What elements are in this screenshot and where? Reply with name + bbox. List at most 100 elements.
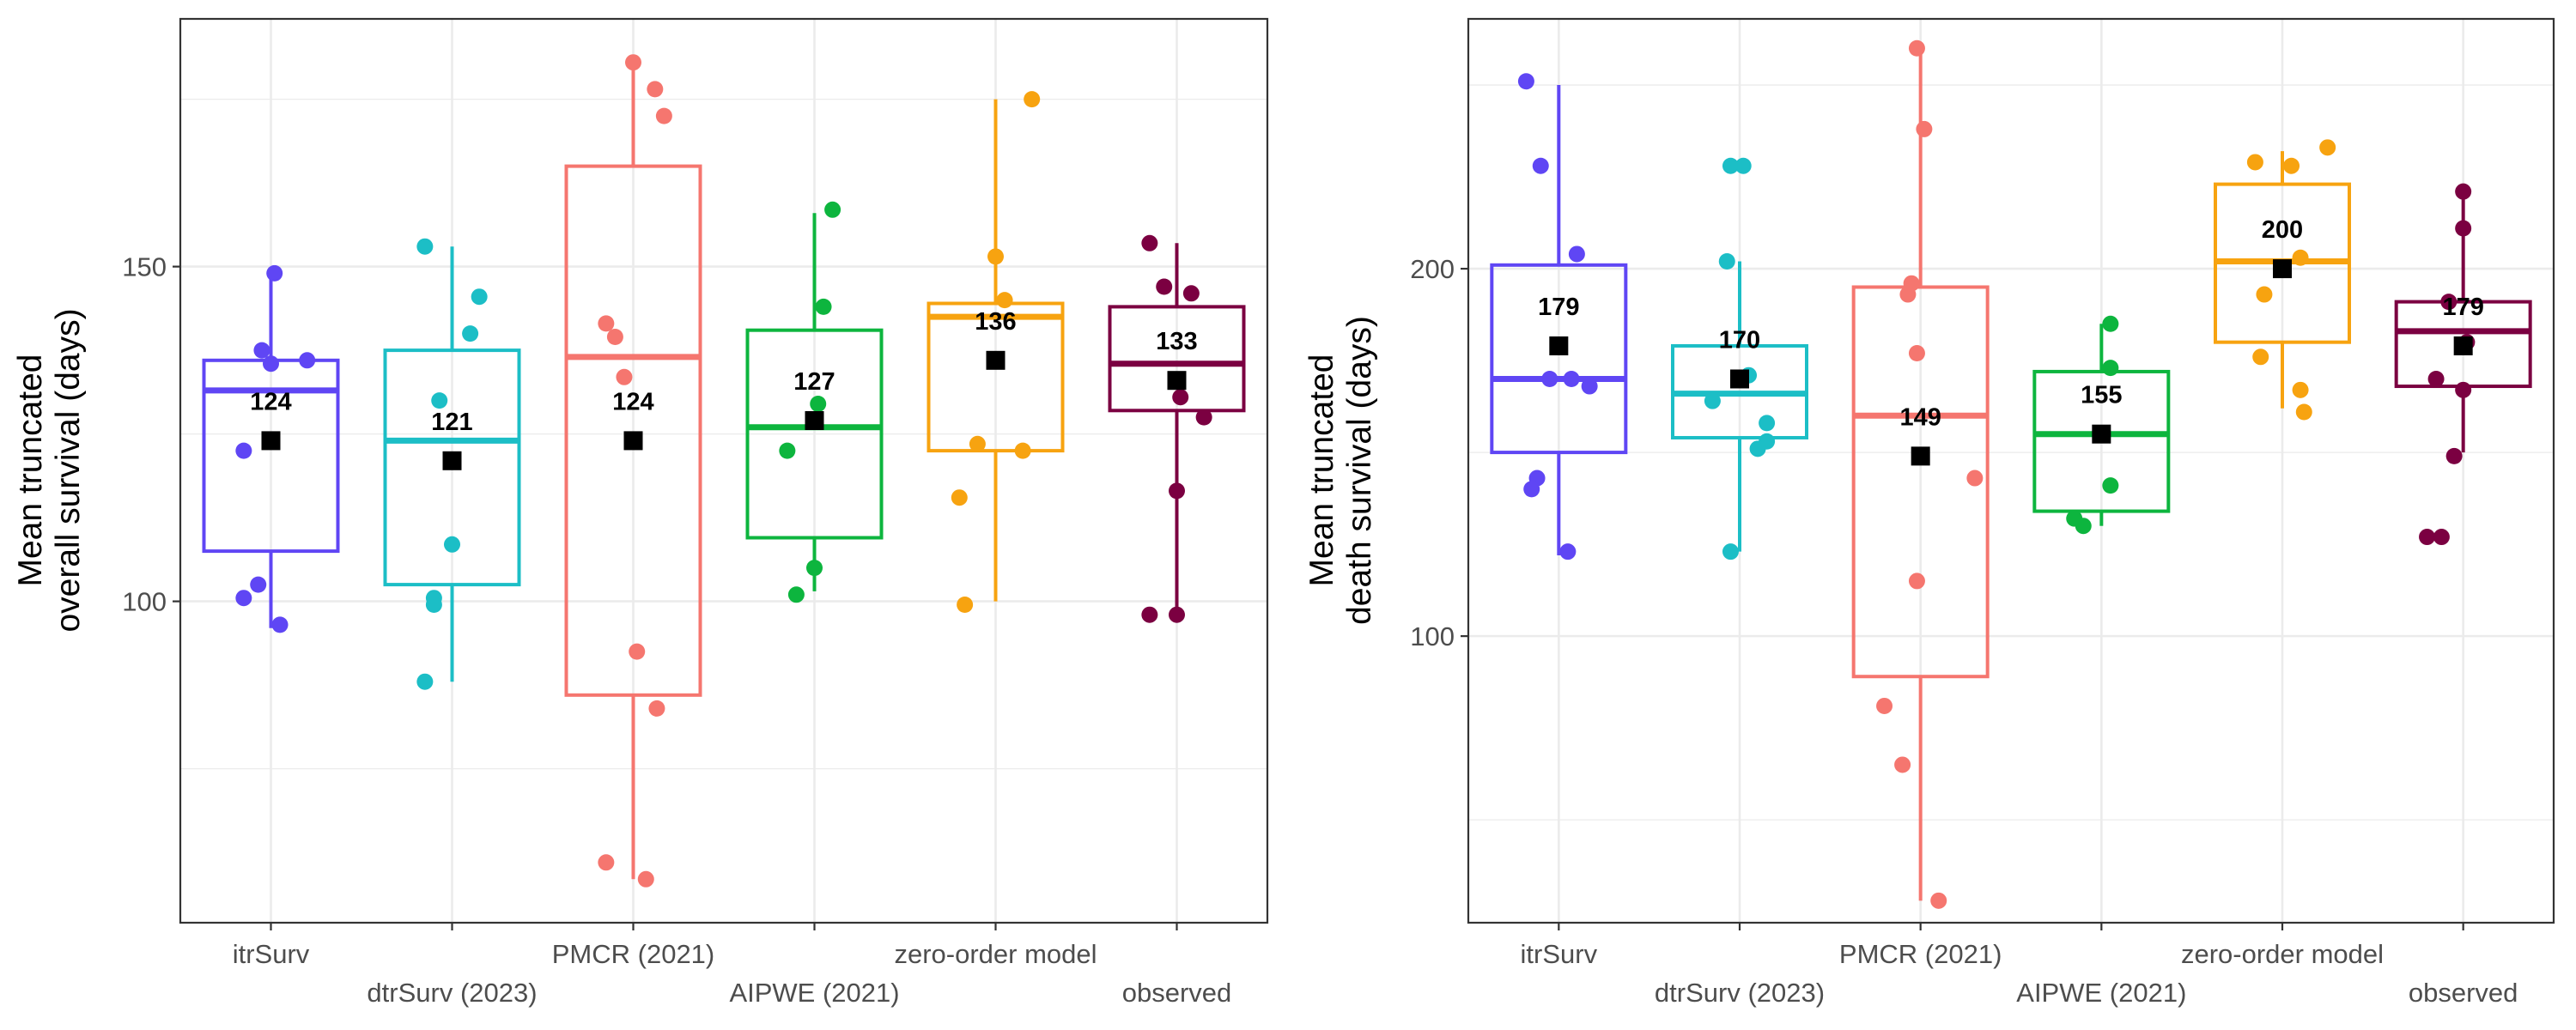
mean-label: 200: [2262, 216, 2303, 244]
y-tick-label: 100: [122, 587, 167, 617]
data-point: [957, 597, 974, 613]
data-point: [824, 201, 841, 218]
y-axis-title-line: death survival (days): [1341, 316, 1378, 625]
data-point: [1169, 482, 1185, 500]
mean-label: 124: [612, 388, 653, 415]
mean-marker: [2453, 336, 2473, 355]
y-tick-label: 150: [122, 252, 167, 282]
data-point: [2292, 249, 2309, 266]
data-point: [629, 643, 646, 660]
data-point: [2455, 220, 2472, 237]
x-tick-label: dtrSurv (2023): [1655, 978, 1825, 1008]
mean-marker: [623, 431, 643, 451]
mean-marker: [2273, 259, 2292, 279]
box: [2032, 369, 2171, 513]
chart-panel-2: 179 170 149 155 200 179 100 200 itrSurv dtrSurv (…: [1303, 17, 2555, 1008]
data-point: [1568, 245, 1585, 263]
data-point: [2283, 157, 2300, 174]
data-point: [810, 396, 827, 412]
plot-background: [180, 19, 1267, 923]
mean-label: 121: [431, 409, 472, 436]
data-point: [2319, 139, 2336, 156]
data-point: [266, 264, 283, 282]
data-point: [625, 54, 641, 71]
data-point: [598, 854, 615, 871]
mean-marker: [1911, 446, 1930, 466]
data-point: [2295, 403, 2312, 421]
data-point: [2433, 529, 2450, 546]
box-group: 200: [2214, 139, 2351, 421]
box-group: 121: [383, 238, 521, 690]
y-axis-title: Mean truncatedoverall survival (days): [12, 308, 87, 632]
data-point: [1908, 573, 1925, 590]
data-point: [2455, 183, 2472, 200]
x-tick-label: zero-order model: [894, 939, 1097, 969]
data-point: [1894, 756, 1911, 773]
data-point: [462, 325, 479, 342]
y-tick-label: 100: [1410, 621, 1455, 651]
y-axis-title-line: overall survival (days): [50, 308, 87, 632]
data-point: [271, 616, 289, 633]
data-point: [1930, 892, 1947, 909]
data-point: [1908, 345, 1925, 362]
y-axis-title-line: Mean truncated: [1303, 354, 1340, 586]
x-tick-label: AIPWE (2021): [729, 978, 899, 1008]
data-point: [1523, 481, 1540, 498]
box-group: 155: [2032, 315, 2171, 535]
box: [745, 328, 884, 540]
data-point: [235, 442, 252, 459]
data-point: [606, 329, 623, 345]
x-tick-label: PMCR (2021): [552, 939, 715, 969]
data-point: [637, 870, 654, 888]
data-point: [1876, 697, 1893, 714]
chart-panel-1: 124 121 124 127 136 133 100 150 itrSurv dtrSurv (…: [12, 17, 1269, 1008]
data-point: [416, 673, 434, 690]
data-point: [2256, 286, 2273, 303]
data-point: [951, 489, 968, 506]
data-point: [987, 248, 1004, 265]
data-point: [1908, 39, 1925, 57]
data-point: [1156, 278, 1173, 295]
x-tick-label: AIPWE (2021): [2016, 978, 2186, 1008]
mean-marker: [1730, 369, 1749, 389]
mean-label: 133: [1156, 328, 1197, 355]
mean-label: 179: [2442, 294, 2483, 321]
mean-marker: [261, 431, 281, 451]
data-point: [471, 288, 488, 306]
x-tick-label: itrSurv: [233, 939, 310, 969]
y-tick-label: 200: [1410, 254, 1455, 284]
data-point: [253, 342, 270, 359]
mean-label: 136: [975, 308, 1016, 336]
data-point: [1718, 253, 1735, 270]
data-point: [2075, 518, 2092, 535]
data-point: [1195, 409, 1212, 426]
data-point: [648, 700, 665, 717]
data-point: [655, 107, 672, 124]
box: [1851, 285, 1990, 679]
data-point: [1169, 606, 1185, 623]
box: [383, 348, 521, 587]
x-tick-label: zero-order model: [2181, 939, 2384, 969]
data-point: [1916, 120, 1933, 137]
data-point: [1899, 286, 1917, 303]
mean-label: 170: [1719, 326, 1760, 354]
data-point: [616, 368, 633, 385]
y-axis-title: Mean truncateddeath survival (days): [1303, 316, 1378, 625]
data-point: [996, 292, 1013, 309]
mean-marker: [2092, 424, 2111, 444]
x-tick-label: dtrSurv (2023): [367, 978, 537, 1008]
data-point: [425, 597, 442, 613]
box-group: 133: [1108, 234, 1246, 623]
data-point: [1541, 370, 1558, 387]
y-axis-title-line: Mean truncated: [12, 354, 49, 586]
data-point: [1759, 415, 1776, 432]
data-point: [2455, 381, 2472, 398]
mean-label: 124: [250, 388, 291, 415]
data-point: [444, 536, 460, 553]
data-point: [598, 315, 615, 332]
data-point: [416, 238, 434, 255]
data-point: [2102, 360, 2119, 377]
x-tick-label: PMCR (2021): [1839, 939, 2002, 969]
box: [1108, 305, 1246, 413]
data-point: [1735, 157, 1752, 174]
